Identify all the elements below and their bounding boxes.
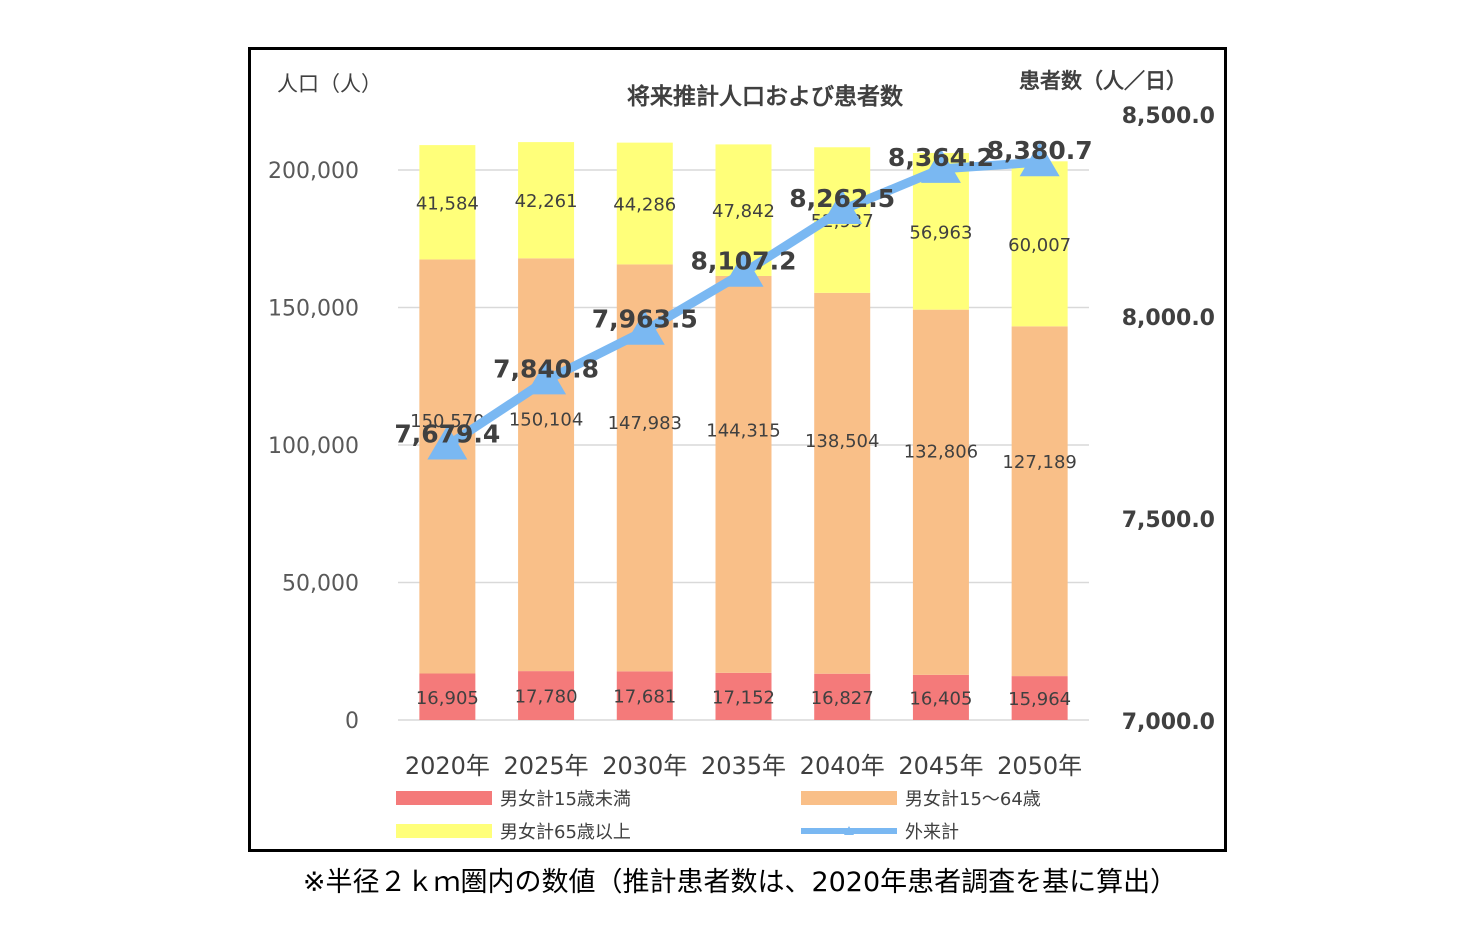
line-data-label: 8,364.2: [888, 143, 994, 172]
bar-data-label: 44,286: [613, 195, 676, 216]
legend-swatch: [396, 824, 492, 838]
line-data-label: 7,840.8: [493, 354, 599, 383]
bar-segment: [1011, 326, 1068, 677]
bar-data-label: 150,104: [509, 409, 583, 430]
line-marker: [624, 310, 665, 345]
y2-axis-label: 患者数（人／日）: [1019, 69, 1187, 93]
y-tick-label: 150,000: [268, 297, 359, 322]
line-data-label: 8,262.5: [789, 184, 895, 213]
bar-data-label: 15,964: [1008, 689, 1071, 710]
line-data-label: 8,107.2: [691, 247, 797, 276]
line-marker: [723, 252, 764, 287]
legend-label: 男女計15歳未満: [500, 789, 631, 810]
chart-title: 将来推計人口および患者数: [627, 83, 904, 110]
bar-data-label: 144,315: [706, 421, 780, 442]
x-tick-label: 2025年: [504, 752, 589, 780]
bar-segment: [814, 673, 871, 720]
bar-data-label: 16,905: [416, 688, 479, 709]
bar-segment: [518, 258, 575, 672]
line-data-label: 8,380.7: [987, 136, 1093, 165]
bar-data-label: 138,504: [805, 431, 879, 452]
x-tick-label: 2050年: [997, 752, 1082, 780]
bar-data-label: 150,570: [410, 411, 484, 432]
legend-label: 外来計: [905, 822, 959, 843]
bar-segment: [518, 671, 575, 720]
legend-swatch: [801, 791, 897, 805]
x-tick-label: 2035年: [701, 752, 786, 780]
bar-data-label: 41,584: [416, 193, 479, 214]
y2-tick-label: 8,500.0: [1122, 104, 1215, 129]
line-marker: [526, 360, 567, 395]
x-tick-label: 2020年: [405, 752, 490, 780]
bar-data-label: 16,827: [811, 688, 874, 709]
y2-tick-label: 7,000.0: [1122, 710, 1215, 735]
bar-segment: [912, 674, 969, 720]
bar-segment: [518, 142, 575, 259]
y-tick-label: 0: [345, 709, 359, 734]
bar-data-label: 17,681: [613, 687, 676, 708]
bar-data-label: 17,152: [712, 687, 775, 708]
bar-data-label: 132,806: [904, 442, 978, 463]
y2-tick-label: 8,000.0: [1122, 306, 1215, 331]
y-tick-label: 200,000: [268, 159, 359, 184]
footnote: ※半径２ｋｍ圏内の数値（推計患者数は、2020年患者調査を基に算出）: [302, 867, 1178, 898]
bar-segment: [419, 145, 476, 260]
chart-frame: 将来推計人口および患者数 人口（人） 患者数（人／日） 0 50,000 100,000 1…: [248, 47, 1227, 852]
bar-segment: [912, 309, 969, 675]
legend-marker: [844, 826, 854, 835]
bar-data-label: 16,405: [909, 688, 972, 709]
line-marker: [427, 425, 468, 460]
bar-segment: [616, 142, 673, 265]
x-tick-label: 2030年: [602, 752, 687, 780]
y-axis-label: 人口（人）: [277, 72, 382, 96]
line-marker: [1019, 142, 1060, 177]
bar-segment: [1011, 161, 1068, 327]
bar-segment: [616, 671, 673, 720]
bar-segment: [1011, 676, 1068, 720]
legend-swatch: [396, 791, 492, 805]
y2-tick-label: 7,500.0: [1122, 508, 1215, 533]
bar-data-label: 47,842: [712, 201, 775, 222]
legend-label: 男女計65歳以上: [500, 822, 631, 843]
legend-label: 男女計15～64歳: [905, 789, 1041, 810]
bar-data-label: 60,007: [1008, 235, 1071, 256]
bar-segment: [715, 672, 772, 720]
line-data-label: 7,963.5: [592, 305, 698, 334]
bar-segment: [419, 259, 476, 674]
bar-segment: [715, 275, 772, 673]
x-tick-label: 2045年: [898, 752, 983, 780]
bar-data-label: 17,780: [515, 687, 578, 708]
y-tick-label: 100,000: [268, 434, 359, 459]
population-patient-chart: 将来推計人口および患者数 人口（人） 患者数（人／日） 0 50,000 100,000 1…: [268, 69, 1215, 843]
x-tick-label: 2040年: [800, 752, 885, 780]
bar-segment: [814, 292, 871, 674]
line-data-label: 7,679.4: [394, 420, 500, 449]
bar-data-label: 127,189: [1002, 452, 1076, 473]
bar-data-label: 147,983: [608, 413, 682, 434]
bar-segment: [419, 673, 476, 720]
line-marker: [822, 189, 863, 224]
y-tick-label: 50,000: [282, 572, 359, 597]
line-marker: [920, 148, 961, 183]
bar-data-label: 56,963: [909, 222, 972, 243]
bar-data-label: 42,261: [515, 191, 578, 212]
